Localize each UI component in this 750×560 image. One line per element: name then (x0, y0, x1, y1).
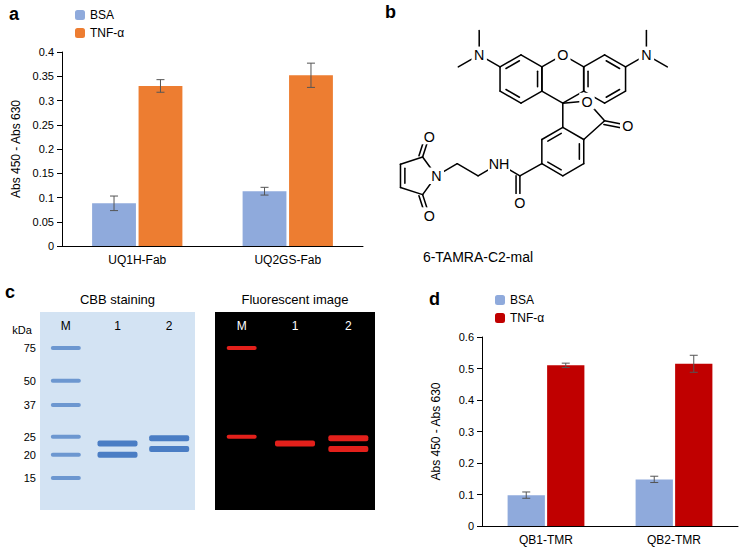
svg-text:20: 20 (24, 449, 36, 461)
svg-text:0.35: 0.35 (33, 70, 54, 82)
svg-text:O: O (424, 129, 435, 145)
svg-text:CBB staining: CBB staining (80, 292, 155, 307)
svg-text:0.4: 0.4 (459, 394, 474, 406)
svg-text:2: 2 (166, 319, 173, 333)
svg-text:0.6: 0.6 (459, 331, 474, 343)
svg-text:M: M (237, 319, 247, 333)
svg-text:37: 37 (24, 399, 36, 411)
svg-text:0.25: 0.25 (33, 119, 54, 131)
svg-text:NH: NH (489, 156, 510, 172)
svg-text:UQ2GS-Fab: UQ2GS-Fab (254, 253, 321, 267)
svg-text:QB2-TMR: QB2-TMR (647, 533, 701, 547)
svg-text:b: b (385, 2, 396, 22)
svg-text:TNF-α: TNF-α (90, 26, 124, 40)
svg-text:UQ1H-Fab: UQ1H-Fab (108, 253, 166, 267)
svg-text:1: 1 (114, 319, 121, 333)
svg-text:N: N (431, 168, 441, 184)
svg-text:Abs 450 - Abs 630: Abs 450 - Abs 630 (429, 382, 443, 480)
svg-text:2: 2 (345, 319, 352, 333)
svg-text:Fluorescent image: Fluorescent image (242, 292, 349, 307)
svg-text:1: 1 (292, 319, 299, 333)
svg-text:Abs 450 - Abs 630: Abs 450 - Abs 630 (9, 100, 23, 198)
svg-text:a: a (9, 4, 20, 24)
svg-text:O: O (514, 195, 525, 211)
svg-text:0.05: 0.05 (33, 216, 54, 228)
svg-text:QB1-TMR: QB1-TMR (519, 533, 573, 547)
svg-text:15: 15 (24, 472, 36, 484)
svg-text:0: 0 (468, 520, 474, 532)
svg-text:25: 25 (24, 431, 36, 443)
svg-text:0.2: 0.2 (459, 457, 474, 469)
svg-text:BSA: BSA (90, 8, 114, 22)
svg-text:O: O (581, 94, 592, 110)
svg-text:75: 75 (24, 342, 36, 354)
svg-text:d: d (429, 289, 440, 309)
svg-text:0.2: 0.2 (39, 143, 54, 155)
svg-text:0.4: 0.4 (39, 46, 54, 58)
svg-text:c: c (5, 282, 15, 302)
svg-text:O: O (424, 208, 435, 224)
svg-text:TNF-α: TNF-α (510, 311, 544, 325)
svg-text:O: O (557, 47, 568, 63)
svg-text:0.1: 0.1 (459, 489, 474, 501)
svg-text:0.15: 0.15 (33, 167, 54, 179)
svg-text:M: M (61, 319, 71, 333)
svg-text:6-TAMRA-C2-mal: 6-TAMRA-C2-mal (423, 249, 533, 265)
svg-text:0.5: 0.5 (459, 363, 474, 375)
svg-text:N: N (474, 47, 484, 63)
svg-text:O: O (622, 118, 633, 134)
svg-text:50: 50 (24, 375, 36, 387)
svg-text:0: 0 (48, 240, 54, 252)
svg-text:N: N (641, 47, 651, 63)
svg-text:0.3: 0.3 (39, 95, 54, 107)
svg-text:BSA: BSA (510, 293, 534, 307)
svg-text:0.3: 0.3 (459, 426, 474, 438)
svg-text:0.1: 0.1 (39, 192, 54, 204)
svg-text:kDa: kDa (12, 324, 32, 336)
